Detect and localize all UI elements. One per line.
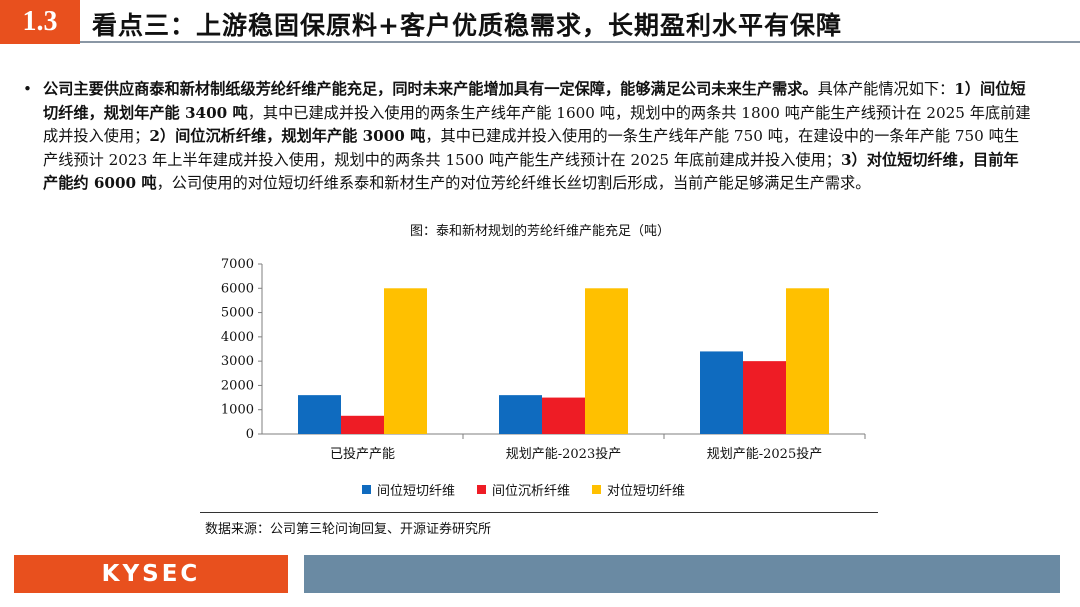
y-tick-label: 1000 [221, 403, 254, 418]
y-tick-label: 5000 [221, 306, 254, 321]
chart-title: 图：泰和新材规划的芳纶纤维产能充足（吨） [409, 224, 670, 239]
legend-label: 间位沉析纤维 [492, 484, 571, 499]
title-divider [80, 41, 1080, 43]
paragraph-segment: 2）间位沉析纤维，规划年产能 3000 吨 [149, 127, 426, 145]
y-tick-label: 6000 [221, 281, 254, 296]
y-tick-label: 2000 [221, 378, 254, 393]
y-tick-label: 4000 [221, 330, 254, 345]
legend-label: 对位短切纤维 [607, 484, 686, 499]
paragraph-segment: 公司主要供应商泰和新材制纸级芳纶纤维产能充足，同时未来产能增加具有一定保障，能够… [43, 80, 818, 98]
x-tick-label: 规划产能-2023投产 [506, 446, 621, 462]
paragraph-segment: ，其中已建成并投入使用的两条生产线年产能 1600 吨，规划中的两条共 1800… [43, 103, 1031, 146]
paragraph-segment: ，公司使用的对位短切纤维系泰和新材生产的对位芳纶纤维长丝切割后形成，当前产能足够… [156, 174, 871, 192]
bullet-paragraph: • 公司主要供应商泰和新材制纸级芳纶纤维产能充足，同时未来产能增加具有一定保障，… [23, 78, 1033, 196]
legend-swatch [362, 485, 371, 494]
bar [585, 288, 628, 434]
paragraph-text: 公司主要供应商泰和新材制纸级芳纶纤维产能充足，同时未来产能增加具有一定保障，能够… [43, 80, 1031, 192]
bar [743, 361, 786, 434]
page-title: 看点三：上游稳固保原料+客户优质稳需求，长期盈利水平有保障 [92, 11, 842, 40]
source-note: 数据来源：公司第三轮问询回复、开源证券研究所 [205, 522, 492, 537]
x-tick-label: 已投产产能 [330, 446, 395, 462]
bar [786, 288, 829, 434]
paragraph-segment: 具体产能情况如下： [817, 80, 955, 98]
bar-chart: 0 1000 2000 3000 4000 5000 6000 7000 已投产产能 规划产能-2… [221, 257, 866, 462]
paragraph-segment: ，其中已建成并投入使用的一条生产线年产能 750 吨，在建设中的一条年产能 75… [43, 127, 1020, 169]
y-tick-label: 7000 [221, 257, 254, 272]
bar [298, 395, 341, 434]
source-divider [200, 512, 878, 513]
bar [384, 288, 427, 434]
y-tick-label: 0 [246, 427, 254, 442]
x-tick-label: 规划产能-2025投产 [707, 446, 822, 462]
bullet-dot-icon: • [23, 80, 32, 98]
legend-label: 间位短切纤维 [377, 484, 456, 499]
paragraph-segment: 3）对位短切纤维，目前年产能约 6000 吨 [43, 150, 1019, 193]
bar [700, 351, 743, 434]
section-number: 1.3 [0, 0, 80, 44]
bar [341, 415, 384, 434]
chart-legend: 间位短切纤维 间位沉析纤维 对位短切纤维 [362, 480, 685, 499]
legend-item: 间位短切纤维 [362, 480, 455, 499]
bar [499, 395, 542, 434]
kysec-logo: KYSEC [14, 555, 288, 593]
legend-swatch [477, 485, 487, 494]
bar [542, 397, 585, 434]
legend-item: 对位短切纤维 [592, 480, 685, 499]
footer-bar [304, 555, 1060, 593]
legend-item: 间位沉析纤维 [477, 480, 570, 499]
legend-swatch [592, 485, 602, 494]
paragraph-segment: 1）间位短切纤维，规划年产能 3400 吨 [43, 80, 1026, 122]
y-tick-label: 3000 [221, 354, 254, 369]
